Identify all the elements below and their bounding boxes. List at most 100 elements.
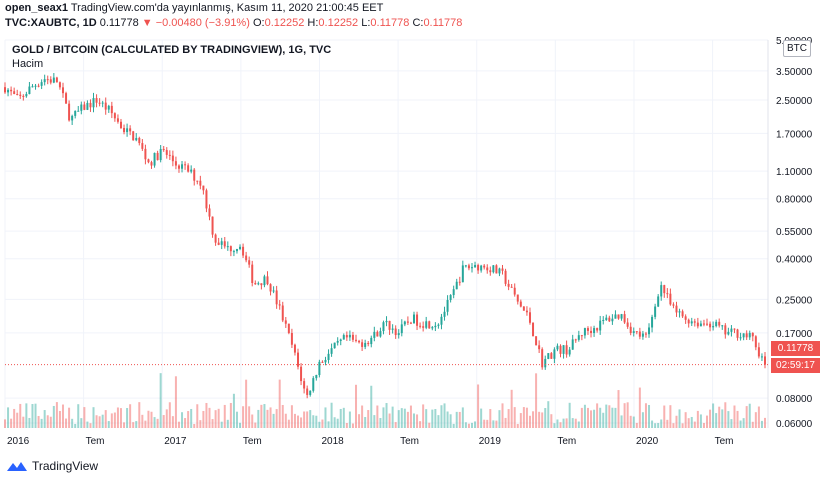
volume-bar xyxy=(504,417,507,428)
volume-bar xyxy=(196,404,199,428)
volume-bar xyxy=(13,408,16,428)
candle-body xyxy=(98,102,101,104)
volume-bar xyxy=(342,407,345,428)
bar-countdown: 02:59:17 xyxy=(771,358,820,373)
volume-bar xyxy=(123,422,126,428)
volume-bar xyxy=(681,423,684,428)
candle-body xyxy=(681,311,684,317)
candle-body xyxy=(367,342,370,345)
volume-bar xyxy=(718,406,721,428)
volume-bar xyxy=(92,407,95,428)
volume-bar xyxy=(269,407,272,428)
volume-bar xyxy=(706,415,709,428)
volume-bar xyxy=(287,419,290,428)
volume-bar xyxy=(562,418,565,428)
volume-bar xyxy=(358,414,361,428)
y-tick-label: 0.06000 xyxy=(776,419,813,430)
candle-body xyxy=(718,321,721,326)
volume-bar xyxy=(724,402,727,428)
publisher-name[interactable]: open_seax1 xyxy=(5,2,68,14)
time-axis[interactable]: 2016 Tem 2017 Tem 2018 Tem 2019 Tem 2020 Tem xyxy=(7,436,733,447)
candle-body xyxy=(559,345,562,354)
change-value: ▼ −0.00480 (−3.91%) xyxy=(141,17,250,29)
volume-bar xyxy=(663,405,666,428)
candle-body xyxy=(419,325,422,327)
candle-body xyxy=(65,93,68,104)
candle-body xyxy=(345,335,348,338)
candle-body xyxy=(602,319,605,321)
volume-bar xyxy=(394,422,397,428)
volume-bar xyxy=(68,407,71,428)
volume-bar xyxy=(373,415,376,428)
volume-bar xyxy=(568,402,571,428)
volume-bar xyxy=(40,418,43,428)
volume-bar xyxy=(632,416,635,428)
volume-bar xyxy=(532,411,535,428)
volume-bar xyxy=(416,414,419,428)
publish-info: open_seax1 TradingView.com'da yayınlanmı… xyxy=(5,2,383,14)
volume-bar xyxy=(321,419,324,428)
x-tick-label: 2019 xyxy=(479,436,502,447)
candle-body xyxy=(428,321,431,329)
candle-body xyxy=(382,322,385,332)
volume-bar xyxy=(657,423,660,428)
candle-body xyxy=(593,328,596,334)
price-axis[interactable]: 5.000003.500002.500001.700001.100000.800… xyxy=(776,36,813,430)
candle-body xyxy=(431,327,434,329)
high-value: 0.12252 xyxy=(318,17,359,29)
candle-body xyxy=(696,322,699,327)
volume-bar xyxy=(193,423,196,428)
candle-body xyxy=(525,310,528,313)
volume-bar xyxy=(333,417,336,428)
candle-body xyxy=(715,321,718,327)
volume-bar xyxy=(406,411,409,428)
currency-badge[interactable]: BTC xyxy=(783,40,811,57)
volume-bar xyxy=(623,403,626,428)
volume-bar xyxy=(721,409,724,428)
volume-bar xyxy=(235,411,238,428)
y-tick-label: 3.50000 xyxy=(776,67,813,78)
candle-body xyxy=(651,316,654,328)
volume-bar xyxy=(205,402,208,428)
candle-body xyxy=(28,86,31,95)
candle-body xyxy=(403,321,406,325)
candle-body xyxy=(571,339,574,350)
volume-bar xyxy=(715,413,718,428)
candle-body xyxy=(306,388,309,395)
volume-bar xyxy=(620,415,623,428)
x-tick-label: Tem xyxy=(557,436,576,447)
symbol-label: TVC:XAUBTC, 1D xyxy=(5,17,97,29)
open-label: O: xyxy=(252,17,265,29)
volume-bar xyxy=(425,409,428,428)
candle-body xyxy=(422,326,425,328)
volume-bar xyxy=(229,402,232,428)
volume-bar xyxy=(434,409,437,428)
y-tick-label: 0.80000 xyxy=(776,195,813,206)
tradingview-brand[interactable]: TradingView xyxy=(6,459,98,473)
volume-bar xyxy=(629,415,632,428)
candle-body xyxy=(226,246,229,248)
volume-bar xyxy=(764,417,766,428)
candle-body xyxy=(586,328,589,331)
candle-body xyxy=(40,82,43,86)
volume-bar xyxy=(55,402,58,428)
candle-body xyxy=(748,332,751,338)
volume-bar xyxy=(43,410,46,428)
volume-bar xyxy=(364,417,367,428)
candle-body xyxy=(49,79,52,83)
candle-body xyxy=(272,290,275,292)
volume-bar xyxy=(651,420,654,428)
volume-bar xyxy=(538,411,541,428)
volume-bar xyxy=(208,407,211,428)
x-tick-label: 2016 xyxy=(7,436,30,447)
candle-body xyxy=(672,304,675,306)
volume-bar xyxy=(544,408,547,428)
price-chart[interactable]: 5.000003.500002.500001.700001.100000.800… xyxy=(0,36,827,456)
candle-body xyxy=(281,305,284,321)
volume-bar xyxy=(367,410,370,428)
volume-bar xyxy=(171,416,174,428)
volume-bar xyxy=(385,403,388,428)
volume-bar xyxy=(351,423,354,428)
candle-body xyxy=(394,328,397,336)
candle-body xyxy=(147,159,150,163)
